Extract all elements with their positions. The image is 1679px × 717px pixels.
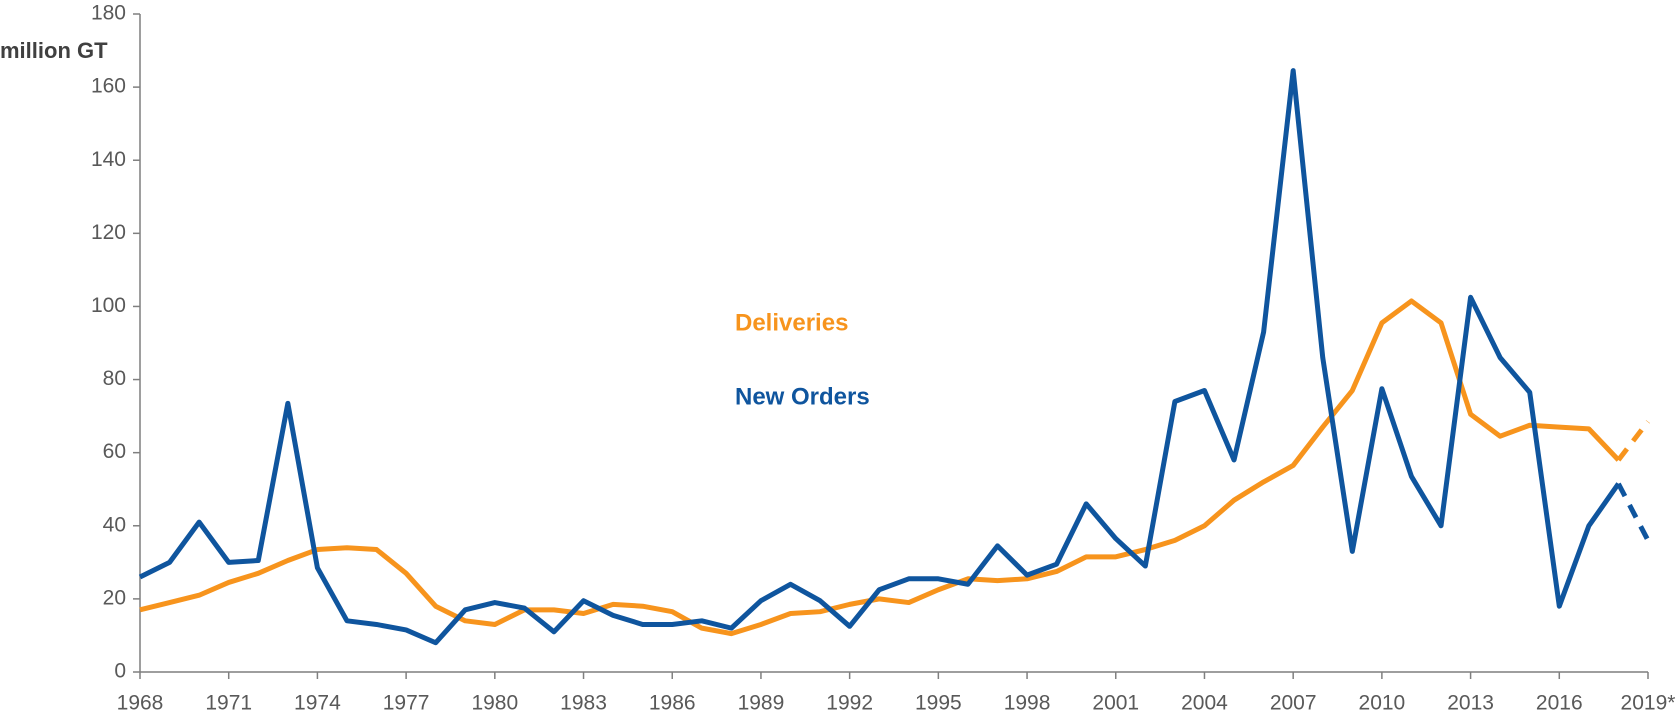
y-tick-label: 60 (103, 440, 126, 463)
series-line-dashed (1616, 420, 1650, 462)
x-tick-label: 2019* (1621, 692, 1676, 715)
x-tick-label: 1980 (471, 692, 518, 715)
x-tick-label: 1992 (826, 692, 873, 715)
series-line (139, 298, 1621, 637)
x-tick-label: 2004 (1181, 692, 1228, 715)
y-axis-label: million GT (0, 38, 108, 63)
series-line-dashed (1616, 482, 1651, 542)
x-tick-label: 2001 (1092, 692, 1139, 715)
y-tick-label: 100 (91, 294, 126, 317)
series-line (138, 68, 1621, 646)
y-tick-label: 120 (91, 221, 126, 244)
x-tick-label: 2007 (1270, 692, 1317, 715)
x-tick-label: 1989 (738, 692, 785, 715)
y-tick-label: 160 (91, 75, 126, 98)
x-tick-label: 2010 (1359, 692, 1406, 715)
x-tick-label: 1998 (1004, 692, 1051, 715)
y-tick-label: 140 (91, 148, 126, 171)
legend-label: New Orders (735, 383, 870, 410)
x-tick-label: 2016 (1536, 692, 1583, 715)
x-tick-label: 1974 (294, 692, 341, 715)
x-tick-label: 1995 (915, 692, 962, 715)
y-tick-label: 40 (103, 513, 126, 536)
x-tick-label: 1986 (649, 692, 696, 715)
x-tick-label: 1977 (383, 692, 430, 715)
x-tick-label: 2013 (1447, 692, 1494, 715)
y-tick-label: 180 (91, 2, 126, 25)
y-tick-label: 20 (103, 586, 126, 609)
x-tick-label: 1971 (205, 692, 252, 715)
x-tick-label: 1983 (560, 692, 607, 715)
y-tick-label: 80 (103, 367, 126, 390)
x-tick-label: 1968 (117, 692, 164, 715)
legend-label: Deliveries (735, 309, 848, 336)
y-tick-label: 0 (114, 660, 126, 683)
